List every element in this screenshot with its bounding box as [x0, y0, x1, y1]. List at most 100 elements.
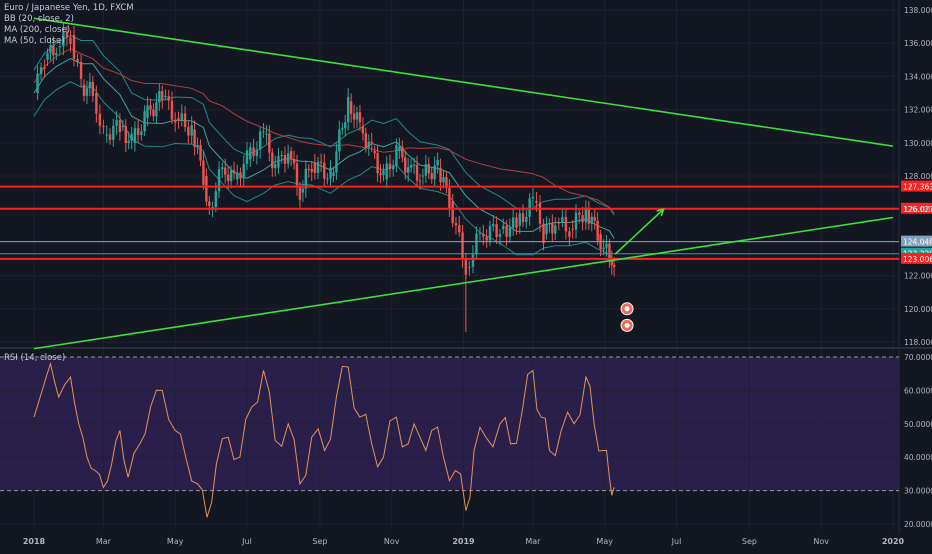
candle-body[interactable] — [49, 45, 52, 54]
candle-body[interactable] — [388, 163, 392, 170]
candle-body[interactable] — [140, 131, 143, 136]
candle-body[interactable] — [76, 59, 79, 62]
candle-body[interactable] — [121, 126, 125, 128]
candle-body[interactable] — [454, 223, 458, 226]
candle-body[interactable] — [612, 265, 616, 268]
candle-body[interactable] — [587, 209, 591, 224]
candle-body[interactable] — [358, 112, 362, 123]
candle-body[interactable] — [531, 196, 535, 199]
candle-body[interactable] — [115, 120, 118, 126]
candle-body[interactable] — [310, 168, 313, 172]
candle-body[interactable] — [146, 105, 149, 118]
candle-body[interactable] — [608, 243, 611, 261]
candle-body[interactable] — [471, 254, 475, 267]
candle-body[interactable] — [596, 220, 599, 241]
candle-body[interactable] — [277, 156, 280, 168]
candle-body[interactable] — [46, 53, 49, 60]
indicator-ma200[interactable]: MA (200, close) — [4, 25, 71, 35]
candle-body[interactable] — [590, 216, 593, 224]
candle-body[interactable] — [58, 46, 62, 48]
candle-body[interactable] — [352, 113, 356, 120]
candle-body[interactable] — [167, 96, 170, 101]
candle-body[interactable] — [108, 134, 112, 140]
candle-body[interactable] — [574, 212, 578, 230]
candle-body[interactable] — [346, 97, 350, 123]
candle-body[interactable] — [557, 222, 561, 224]
candle-body[interactable] — [610, 259, 613, 266]
candle-body[interactable] — [451, 200, 454, 224]
candle-body[interactable] — [326, 178, 329, 180]
candle-body[interactable] — [554, 225, 557, 234]
candle-body[interactable] — [525, 216, 528, 222]
candle-body[interactable] — [62, 31, 65, 47]
candle-body[interactable] — [468, 266, 471, 268]
indicator-ma50[interactable]: MA (50, close) — [4, 36, 65, 46]
candle-body[interactable] — [329, 167, 332, 179]
candle-body[interactable] — [515, 217, 518, 228]
candle-body[interactable] — [492, 224, 495, 227]
candle-body[interactable] — [355, 112, 359, 120]
candle-body[interactable] — [161, 91, 164, 100]
candle-body[interactable] — [202, 160, 205, 185]
candle-body[interactable] — [404, 157, 407, 173]
candle-body[interactable] — [239, 172, 242, 179]
candle-body[interactable] — [551, 223, 554, 234]
candle-body[interactable] — [98, 113, 102, 126]
trendline-upper[interactable] — [33, 17, 894, 147]
candle-body[interactable] — [112, 125, 115, 140]
candle-body[interactable] — [245, 150, 249, 164]
candle-body[interactable] — [196, 144, 199, 147]
candle-body[interactable] — [385, 163, 388, 180]
candle-body[interactable] — [124, 126, 127, 144]
candle-body[interactable] — [488, 226, 492, 241]
candle-body[interactable] — [335, 151, 338, 173]
candle-body[interactable] — [367, 141, 370, 148]
candle-body[interactable] — [548, 223, 551, 225]
candle-body[interactable] — [72, 34, 76, 60]
candle-body[interactable] — [152, 109, 155, 117]
candle-body[interactable] — [319, 161, 323, 163]
candle-body[interactable] — [475, 233, 478, 255]
candle-body[interactable] — [376, 153, 379, 174]
candle-body[interactable] — [341, 128, 344, 130]
candle-body[interactable] — [127, 140, 130, 144]
candle-body[interactable] — [95, 93, 98, 114]
candle-body[interactable] — [442, 177, 445, 183]
symbol-title[interactable]: Euro / Japanese Yen, 1D, FXCM — [4, 3, 134, 13]
candle-body[interactable] — [226, 174, 230, 182]
candle-body[interactable] — [214, 191, 218, 208]
candle-body[interactable] — [149, 105, 152, 110]
candle-body[interactable] — [164, 96, 167, 98]
candle-body[interactable] — [143, 111, 146, 132]
candle-body[interactable] — [518, 213, 521, 226]
candle-body[interactable] — [130, 133, 133, 141]
candle-body[interactable] — [433, 165, 436, 180]
candle-body[interactable] — [183, 113, 187, 128]
candle-body[interactable] — [232, 170, 236, 174]
candle-body[interactable] — [382, 170, 385, 176]
candle-body[interactable] — [584, 208, 588, 223]
candle-body[interactable] — [193, 129, 196, 147]
candle-body[interactable] — [236, 172, 239, 180]
candle-body[interactable] — [605, 243, 608, 248]
candle-body[interactable] — [118, 120, 122, 133]
candle-body[interactable] — [511, 217, 515, 228]
candle-body[interactable] — [538, 202, 542, 224]
candle-body[interactable] — [401, 146, 404, 158]
candle-body[interactable] — [295, 163, 299, 187]
candle-body[interactable] — [249, 147, 252, 160]
candle-body[interactable] — [461, 232, 464, 259]
candle-body[interactable] — [370, 141, 373, 143]
candle-body[interactable] — [395, 145, 398, 166]
candle-body[interactable] — [289, 151, 293, 160]
candle-body[interactable] — [495, 224, 498, 238]
candle-body[interactable] — [105, 134, 108, 136]
candle-body[interactable] — [155, 102, 158, 117]
candle-body[interactable] — [581, 215, 584, 223]
candle-body[interactable] — [39, 67, 43, 75]
candle-body[interactable] — [445, 177, 448, 189]
candle-body[interactable] — [274, 163, 277, 169]
candle-body[interactable] — [292, 159, 296, 164]
candle-body[interactable] — [448, 188, 451, 210]
candle-body[interactable] — [208, 201, 211, 207]
